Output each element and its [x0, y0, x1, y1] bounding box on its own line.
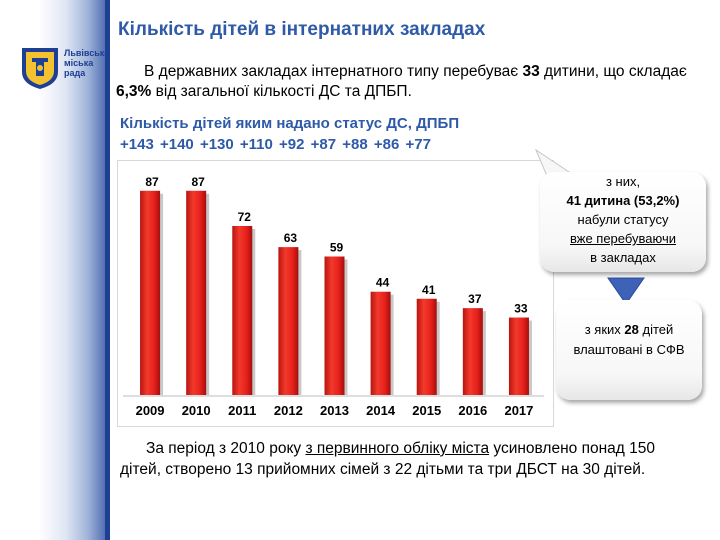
increment-value: +88	[342, 136, 368, 153]
bar-2015	[416, 298, 437, 395]
lion-shield-icon	[22, 48, 58, 89]
x-tick-label: 2012	[274, 403, 303, 418]
bar-value-label: 72	[238, 210, 252, 224]
yearly-increments: +143 +140 +130 +110 +92 +87 +88 +86 +77	[120, 136, 431, 153]
callout2-number: 28	[624, 322, 639, 337]
increment-value: +110	[239, 136, 273, 153]
bar-chart: 87 2009 87 2010 72 2011 63 2012 59 2013 44 2014 41 20…	[123, 175, 544, 418]
increment-value: +87	[310, 136, 337, 153]
bar-value-label: 87	[145, 175, 159, 189]
callout2-text: дітей влаштовані в СФВ	[573, 322, 685, 357]
logo-line: рада	[64, 68, 86, 78]
logo-text: Львівська міська рада	[64, 48, 110, 78]
increment-value: +77	[405, 136, 431, 153]
logo-line: Львівська	[64, 48, 110, 58]
callout-line-bold: 41 дитина (53,2%)	[566, 193, 680, 208]
bar-value-label: 87	[191, 175, 205, 189]
increment-value: +92	[279, 136, 305, 153]
intro-text: від загальної кількості ДС та ДПБП.	[151, 83, 412, 100]
callout-line: в закладах	[590, 250, 656, 265]
callout-line-underlined: вже перебуваючи	[569, 231, 677, 246]
callout2-text: з яких	[584, 322, 625, 337]
x-tick-label: 2015	[412, 403, 441, 418]
arrow-down-icon	[607, 277, 645, 305]
footer-text: усиновлено понад 150 дітей, створено 13 …	[120, 440, 655, 478]
bar-value-label: 59	[330, 241, 344, 255]
bar-value-label: 37	[468, 292, 482, 306]
footer-paragraph: За період з 2010 року з первинного облік…	[120, 438, 680, 480]
bar-2011	[232, 225, 253, 395]
increment-value: +143	[120, 136, 154, 153]
bar-2013	[324, 256, 345, 395]
x-tick-label: 2011	[228, 403, 256, 418]
sidebar-gradient	[0, 0, 110, 540]
footer-text: За період з 2010 року	[146, 440, 306, 457]
increment-value: +130	[199, 136, 234, 153]
x-tick-label: 2013	[320, 403, 349, 418]
callout-line: набули статусу	[577, 212, 669, 227]
x-tick-label: 2010	[182, 403, 211, 418]
x-tick-label: 2009	[136, 403, 165, 418]
intro-text: В державних закладах інтернатного типу п…	[144, 63, 523, 80]
bar-2016	[462, 308, 483, 395]
intro-text: дитини, що складає	[539, 63, 687, 80]
increment-value: +86	[373, 136, 400, 153]
bar-value-label: 33	[514, 302, 528, 316]
bar-2012	[278, 247, 299, 395]
bar-value-label: 63	[284, 231, 298, 245]
logo-line: міська	[64, 58, 94, 68]
bar-value-label: 41	[422, 283, 436, 297]
bar-2010	[186, 190, 207, 395]
bar-value-label: 44	[376, 276, 390, 290]
increment-value: +140	[159, 136, 194, 153]
footer-underlined: з первинного обліку міста	[305, 440, 490, 457]
city-council-logo: Львівська міська рада	[20, 44, 109, 96]
bar-2009	[140, 190, 161, 395]
intro-count: 33	[522, 63, 540, 80]
chart-subtitle: Кількість дітей яким надано статус ДС, Д…	[120, 115, 460, 132]
x-tick-label: 2014	[366, 403, 396, 418]
bar-2014	[370, 291, 391, 395]
x-tick-label: 2017	[504, 403, 533, 418]
bar-2017	[508, 317, 529, 395]
callout-family-placement: з яких 28 дітей влаштовані в СФВ	[556, 300, 702, 400]
page-title: Кількість дітей в інтернатних закладах	[118, 19, 486, 40]
callout-acquired-status: з них, 41 дитина (53,2%) набули статусу …	[540, 172, 706, 272]
x-tick-label: 2016	[458, 403, 487, 418]
intro-percent: 6,3%	[116, 83, 152, 100]
intro-paragraph: В державних закладах інтернатного типу п…	[116, 62, 706, 102]
sidebar-band	[105, 0, 110, 540]
callout-line: з них,	[605, 174, 641, 189]
